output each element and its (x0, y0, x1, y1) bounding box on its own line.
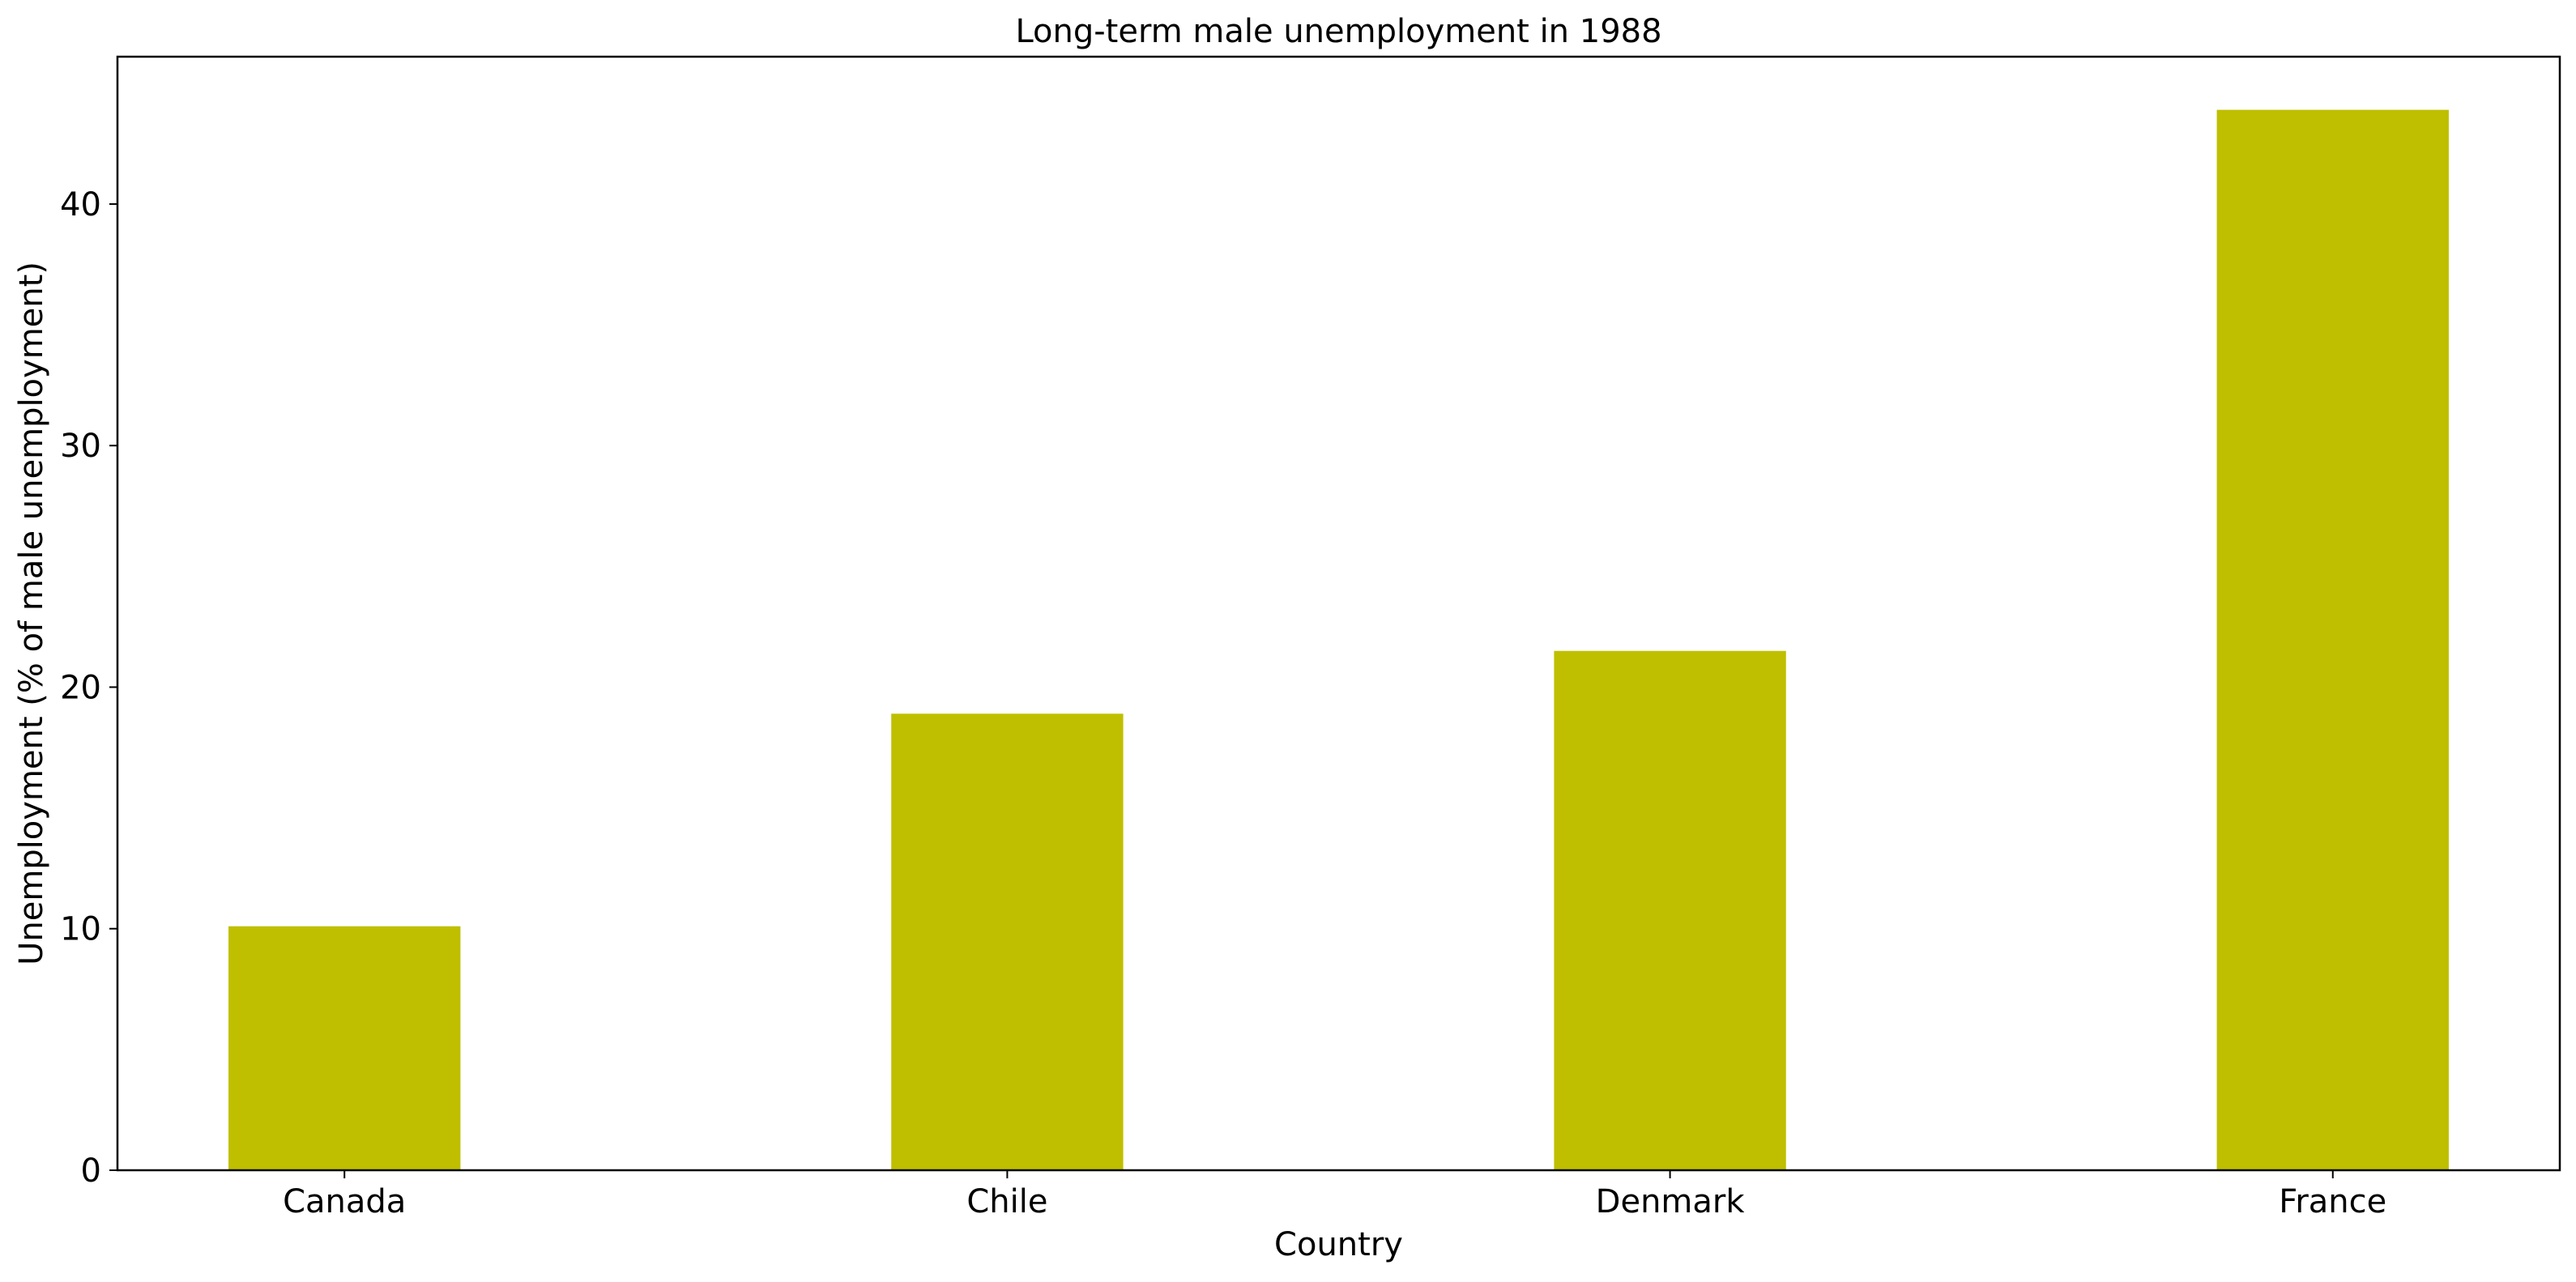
x-tick-label: France (2279, 1183, 2386, 1220)
x-tick-label: Chile (966, 1183, 1047, 1220)
y-axis-ticks: 0 10 20 30 40 (60, 186, 117, 1190)
x-axis-label: Country (1274, 1226, 1403, 1263)
x-axis-ticks: Canada Chile Denmark France (283, 1170, 2386, 1220)
y-tick-label: 0 (81, 1152, 101, 1190)
plot-area-frame (116, 55, 2561, 1172)
y-tick-label: 10 (60, 911, 101, 948)
x-tick-label: Denmark (1596, 1183, 1746, 1220)
y-axis-label: Unemployment (% of male unemployment) (13, 262, 50, 965)
bar-denmark (1554, 650, 1786, 1170)
bar-canada (228, 926, 461, 1170)
bar-chile (891, 713, 1124, 1170)
chart-title: Long-term male unemployment in 1988 (1015, 13, 1661, 50)
y-tick-label: 40 (60, 186, 101, 224)
bar-france (2216, 109, 2449, 1171)
y-tick-label: 20 (60, 669, 101, 706)
bars-group (228, 109, 2449, 1171)
x-tick-label: Canada (283, 1183, 406, 1220)
y-tick-label: 30 (60, 428, 101, 465)
